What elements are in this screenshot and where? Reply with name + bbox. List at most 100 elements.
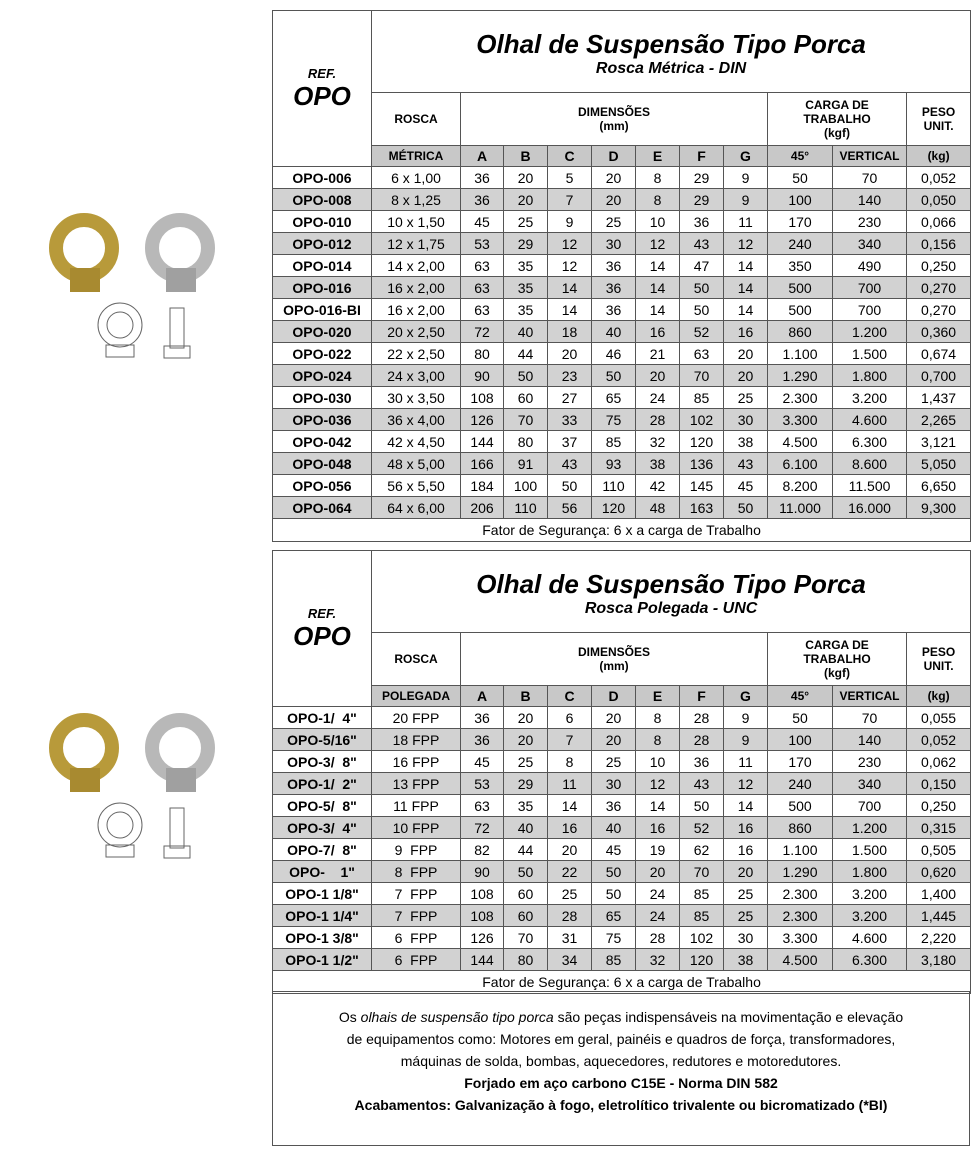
description: Os olhais de suspensão tipo porca são pe… [272, 991, 970, 1146]
data-cell: 30 x 3,50 [371, 386, 461, 409]
data-cell: 25 [503, 750, 548, 773]
subheader-cell: POLEGADA [371, 685, 461, 707]
ref-cell: OPO- 1" [272, 860, 372, 883]
data-cell: 20 [723, 860, 768, 883]
data-cell: 25 [723, 882, 768, 905]
header-cell: DIMENSÕES (mm) [460, 92, 768, 146]
data-cell: 80 [503, 948, 548, 971]
data-cell: 43 [679, 232, 724, 255]
data-cell: 50 [679, 276, 724, 299]
text: são peças indispensáveis na movimentação… [346, 1009, 904, 1069]
text: Os [338, 1009, 357, 1025]
data-cell: 43 [547, 452, 592, 475]
ref-cell: REF. OPO [272, 550, 372, 707]
data-cell: 9 [723, 188, 768, 211]
data-cell: 16 [635, 816, 680, 839]
data-cell: 170 [767, 210, 833, 233]
data-cell: 6,650 [905, 474, 972, 497]
data-cell: 0,505 [905, 838, 972, 861]
data-cell: 20 x 2,50 [371, 320, 461, 343]
data-cell: 1,400 [905, 882, 972, 905]
data-cell: 24 x 3,00 [371, 364, 461, 387]
data-cell: 14 x 2,00 [371, 254, 461, 277]
data-cell: 46 [591, 342, 636, 365]
data-row: OPO-036 36 x 4,00 126 70 33 75 28 102 30 3.300 4.6… [272, 408, 972, 431]
data-cell: 0,360 [905, 320, 972, 343]
data-cell: 4.600 [832, 408, 907, 431]
header-text: (mm) [599, 119, 629, 133]
data-cell: 50 [591, 364, 636, 387]
subheader-cell: 45° [767, 685, 833, 707]
ref-cell: OPO-014 [272, 254, 372, 277]
data-cell: 21 [635, 342, 680, 365]
data-row: OPO-030 30 x 3,50 108 60 27 65 24 85 25 2.300 3.20… [272, 386, 972, 409]
data-cell: 42 x 4,50 [371, 430, 461, 453]
data-cell: 28 [679, 728, 724, 751]
table-title: Olhal de Suspensão Tipo Porca [476, 29, 866, 59]
data-cell: 240 [767, 772, 833, 795]
data-cell: 63 [460, 276, 504, 299]
data-cell: 144 [460, 430, 504, 453]
header-row: ROSCA DIMENSÕES (mm) CARGA DE TRABALHO (kgf)… [273, 92, 972, 146]
data-cell: 16 [723, 816, 768, 839]
data-cell: 20 [723, 364, 768, 387]
ref-cell: OPO-042 [272, 430, 372, 453]
subheader-cell: F [679, 685, 724, 707]
ref-cell: OPO-3/ 4" [272, 816, 372, 839]
material: Forjado em aço carbono C15E - Norma DIN … [464, 1075, 778, 1091]
data-cell: 82 [460, 838, 504, 861]
data-cell: 120 [679, 948, 724, 971]
data-cell: 700 [832, 298, 907, 321]
data-cell: 29 [503, 772, 548, 795]
data-cell: 1.800 [832, 364, 907, 387]
data-cell: 20 [635, 364, 680, 387]
gold-ring [49, 713, 119, 792]
ref-cell: OPO-048 [272, 452, 372, 475]
ref-cell: OPO-022 [272, 342, 372, 365]
data-cell: 48 x 5,00 [371, 452, 461, 475]
data-cell: 1.290 [767, 860, 833, 883]
ref-cell: OPO-024 [272, 364, 372, 387]
data-cell: 36 [591, 254, 636, 277]
data-cell: 50 [679, 298, 724, 321]
data-cell: 35 [503, 298, 548, 321]
data-cell: 52 [679, 816, 724, 839]
data-cell: 11.500 [832, 474, 907, 497]
data-cell: 860 [767, 320, 833, 343]
data-cell: 184 [460, 474, 504, 497]
data-cell: 85 [591, 430, 636, 453]
data-cell: 25 [723, 386, 768, 409]
data-cell: 18 FPP [371, 728, 461, 751]
data-cell: 7 [547, 728, 592, 751]
data-cell: 56 [547, 496, 592, 519]
data-cell: 0,250 [905, 794, 972, 817]
data-cell: 11 FPP [371, 794, 461, 817]
subheader-cell: B [503, 145, 548, 167]
data-cell: 38 [723, 430, 768, 453]
header-row: ROSCA DIMENSÕES (mm) CARGA DE TRABALHO (kgf)… [273, 632, 972, 686]
data-cell: 35 [503, 276, 548, 299]
subheader-cell: G [723, 145, 768, 167]
data-row: OPO-3/ 8" 16 FPP 45 25 8 25 10 36 11 170 230 0,062 [272, 750, 972, 773]
footer-cell: Fator de Segurança: 6 x a carga de Traba… [271, 970, 972, 994]
title-row: REF. OPO Olhal de Suspensão Tipo Porca Rosc… [272, 10, 972, 167]
data-cell: 29 [679, 166, 724, 189]
data-cell: 14 [635, 276, 680, 299]
data-cell: 18 [547, 320, 592, 343]
data-cell: 230 [832, 750, 907, 773]
data-cell: 85 [679, 904, 724, 927]
ref-label: REF. [307, 605, 337, 621]
data-cell: 75 [591, 408, 636, 431]
data-cell: 340 [832, 232, 907, 255]
diagram [97, 302, 191, 359]
ref-cell: OPO-1/ 4" [272, 706, 372, 729]
data-cell: 16 FPP [371, 750, 461, 773]
data-cell: 10 x 1,50 [371, 210, 461, 233]
data-cell: 25 [723, 904, 768, 927]
data-cell: 0,055 [905, 706, 972, 729]
data-cell: 38 [723, 948, 768, 971]
data-cell: 3.300 [767, 408, 833, 431]
data-cell: 9 [723, 166, 768, 189]
data-cell: 36 [460, 728, 504, 751]
gold-ring [49, 213, 119, 292]
